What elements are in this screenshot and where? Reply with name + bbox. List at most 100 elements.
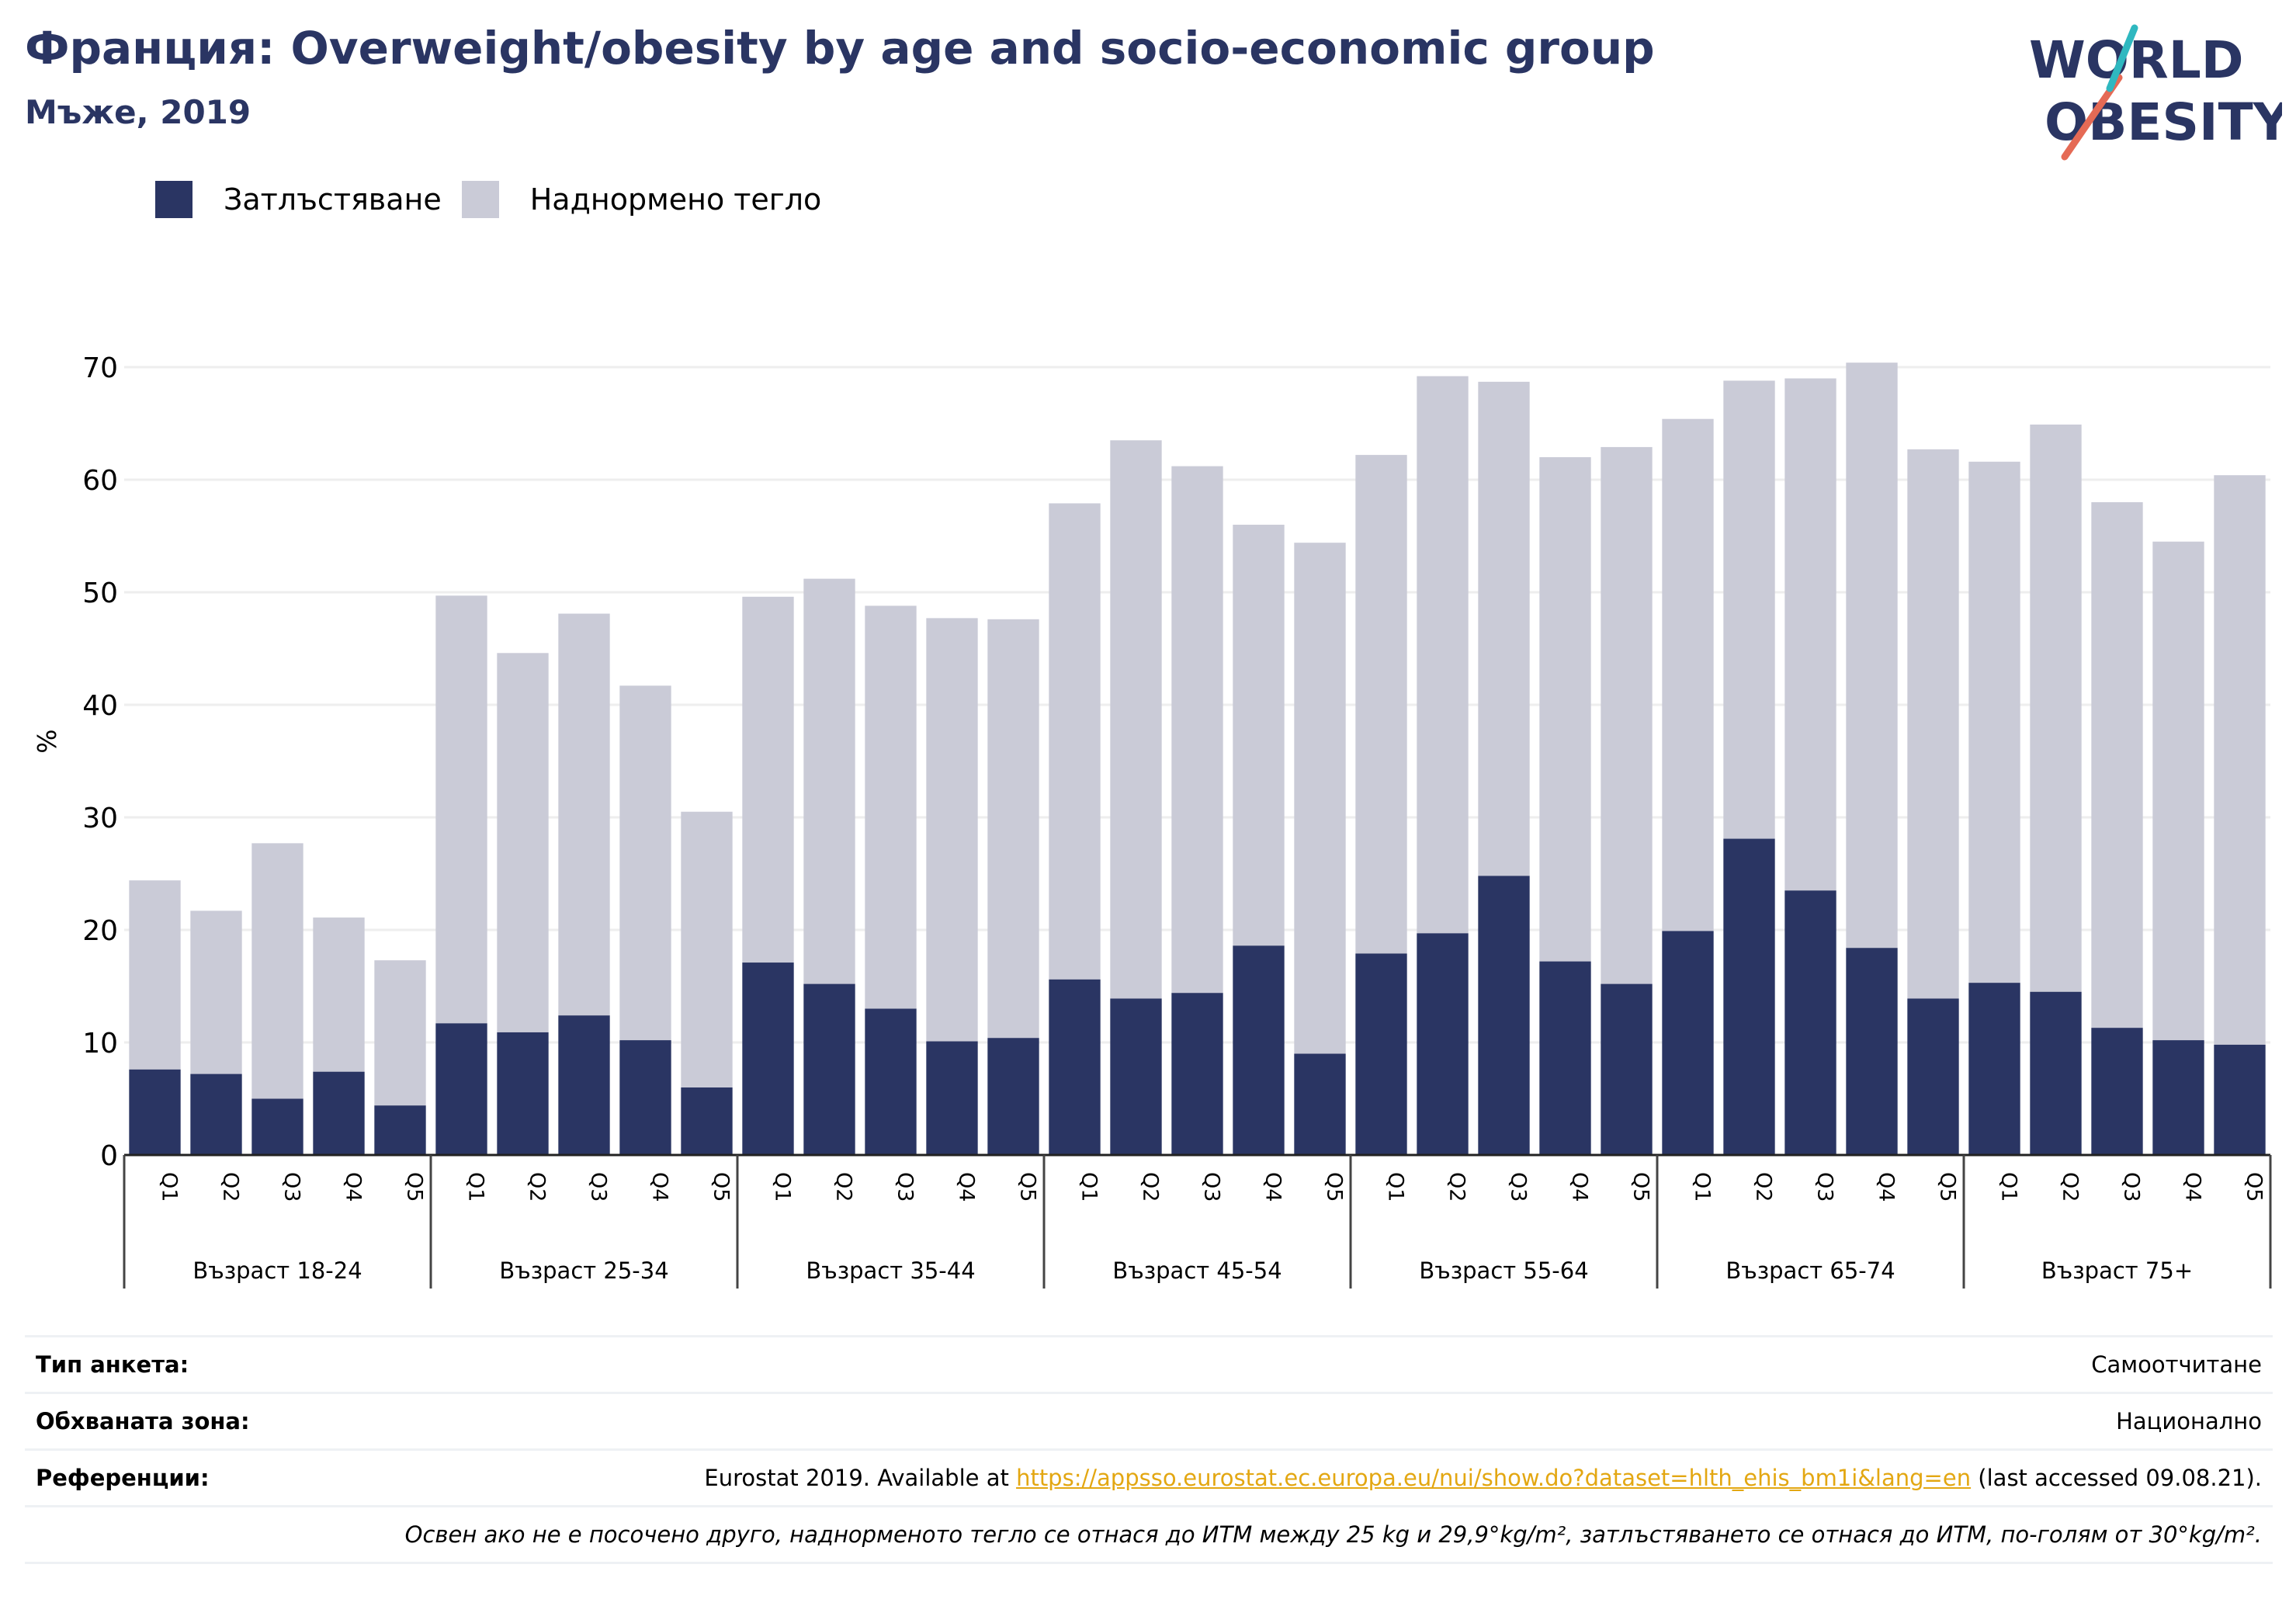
x-category-label: Q2	[2058, 1172, 2083, 1202]
bar-overweight	[190, 910, 242, 1074]
bar-obesity	[1539, 961, 1591, 1155]
bar-overweight	[251, 843, 303, 1099]
bar-obesity	[926, 1041, 978, 1155]
x-category-label: Q5	[1629, 1172, 1653, 1202]
bar-obesity	[1968, 983, 2020, 1155]
references-key: Референции:	[36, 1465, 210, 1491]
bar-overweight	[435, 595, 487, 1024]
group-label: Възраст 18-24	[192, 1257, 362, 1284]
bar-obesity	[435, 1023, 487, 1155]
y-tick-label: 10	[82, 1028, 118, 1060]
x-category-label: Q5	[403, 1172, 427, 1202]
x-category-label: Q4	[1261, 1172, 1285, 1202]
bar-overweight	[1110, 440, 1162, 999]
x-category-label: Q1	[1691, 1172, 1715, 1202]
bar-obesity	[1907, 998, 1959, 1155]
x-category-label: Q1	[1077, 1172, 1101, 1202]
x-category-label: Q3	[1813, 1172, 1837, 1202]
bmi-note: Освен ако не е посочено друго, наднормен…	[404, 1521, 2262, 1548]
bar-overweight	[2030, 424, 2082, 992]
bar-overweight	[497, 653, 549, 1032]
y-tick-label: 30	[82, 803, 118, 834]
bar-obesity	[987, 1038, 1039, 1155]
y-tick-label: 70	[82, 352, 118, 384]
bar-obesity	[1846, 948, 1898, 1155]
logo-line2: OBESITY	[2045, 92, 2282, 152]
x-category-label: Q2	[1139, 1172, 1163, 1202]
world-obesity-logo: WORLD OBESITY	[2029, 24, 2282, 161]
legend-label-obesity: Затлъстяване	[224, 182, 442, 217]
x-category-label: Q5	[709, 1172, 734, 1202]
bar-overweight	[742, 596, 794, 963]
bar-overweight	[2091, 502, 2143, 1028]
bar-overweight	[1846, 362, 1898, 949]
x-category-label: Q1	[158, 1172, 182, 1202]
bar-overweight	[865, 605, 917, 1009]
x-category-label: Q3	[1200, 1172, 1224, 1202]
bar-overweight	[1233, 525, 1285, 946]
x-category-label: Q4	[1568, 1172, 1592, 1202]
x-category-label: Q4	[648, 1172, 672, 1202]
stacked-bar-chart: 0 10 20 30 40 50 60 70% Q1 Q2 Q3 Q4 Q5 Q1 Q2 Q3 Q4 Q5 Q1 Q2…	[32, 352, 2272, 1289]
references-value: Eurostat 2019. Available at https://apps…	[704, 1465, 2262, 1491]
x-category-label: Q5	[1016, 1172, 1040, 1202]
x-category-label: Q3	[587, 1172, 611, 1202]
bar-obesity	[681, 1087, 733, 1155]
info-row-coverage: Обхваната зона: Национално	[25, 1392, 2273, 1448]
logo-line1: WORLD	[2029, 30, 2244, 90]
bar-obesity	[1723, 838, 1775, 1155]
bar-overweight	[1478, 381, 1530, 876]
group-label: Възраст 25-34	[499, 1257, 668, 1284]
x-category-label: Q2	[219, 1172, 243, 1202]
bar-obesity	[1784, 890, 1836, 1155]
bar-overweight	[1784, 378, 1836, 891]
x-category-label: Q3	[280, 1172, 304, 1202]
bar-overweight	[1171, 466, 1223, 994]
legend: Затлъстяване Наднормено тегло	[155, 180, 841, 219]
bar-obesity	[1355, 953, 1407, 1155]
bar-obesity	[1049, 979, 1101, 1155]
y-tick-label: 60	[82, 465, 118, 497]
x-category-label: Q3	[1507, 1172, 1531, 1202]
x-category-label: Q3	[893, 1172, 917, 1202]
bar-overweight	[619, 685, 671, 1041]
legend-swatch-overweight	[461, 181, 499, 218]
bar-overweight	[926, 618, 978, 1042]
references-prefix: Eurostat 2019. Available at	[704, 1465, 1017, 1491]
bar-overweight	[1907, 449, 1959, 999]
legend-swatch-obesity	[155, 181, 192, 218]
info-table: Тип анкета: Самоотчитане Обхваната зона:…	[25, 1335, 2273, 1564]
bar-obesity	[1417, 933, 1469, 1155]
group-label: Възраст 35-44	[806, 1257, 975, 1284]
group-label: Възраст 45-54	[1112, 1257, 1282, 1284]
bar-obesity	[1233, 945, 1285, 1155]
y-tick-label: 0	[100, 1140, 118, 1172]
x-category-label: Q2	[1445, 1172, 1469, 1202]
y-axis-label: %	[32, 729, 62, 753]
chart-subtitle: Мъже, 2019	[25, 93, 251, 131]
bar-obesity	[190, 1074, 242, 1155]
bar-overweight	[1723, 380, 1775, 839]
y-tick-label: 20	[82, 915, 118, 947]
x-category-label: Q1	[771, 1172, 795, 1202]
info-row-references: Референции: Eurostat 2019. Available at …	[25, 1448, 2273, 1505]
x-category-label: Q5	[1323, 1172, 1347, 1202]
info-row-survey-type: Тип анкета: Самоотчитане	[25, 1335, 2273, 1392]
bar-obesity	[2152, 1040, 2204, 1155]
bar-overweight	[1968, 461, 2020, 983]
bar-overweight	[681, 811, 733, 1087]
x-category-label: Q1	[1384, 1172, 1408, 1202]
x-category-label: Q1	[1997, 1172, 2021, 1202]
references-link[interactable]: https://appsso.eurostat.ec.europa.eu/nui…	[1016, 1465, 1972, 1491]
x-category-label: Q4	[955, 1172, 979, 1202]
bar-obesity	[2030, 991, 2082, 1155]
bar-obesity	[2091, 1028, 2143, 1155]
bar-overweight	[803, 578, 855, 984]
x-category-label: Q2	[832, 1172, 856, 1202]
bar-obesity	[2214, 1044, 2266, 1155]
bar-overweight	[1539, 457, 1591, 962]
x-category-label: Q4	[2181, 1172, 2205, 1202]
x-category-label: Q2	[1752, 1172, 1776, 1202]
bar-obesity	[497, 1032, 549, 1155]
legend-label-overweight: Наднормено тегло	[529, 182, 822, 217]
